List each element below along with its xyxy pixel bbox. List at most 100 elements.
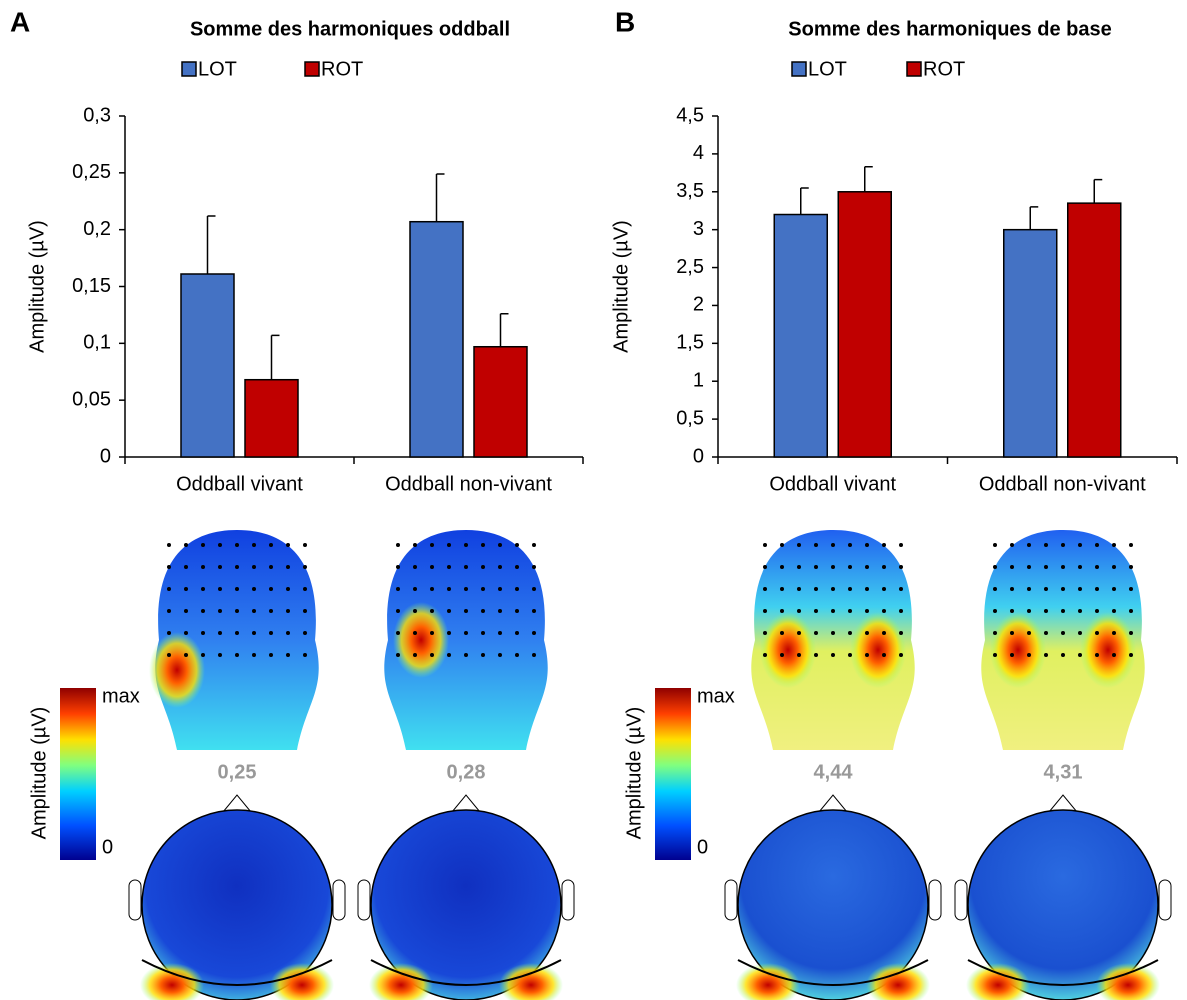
electrode (498, 587, 502, 591)
error-bar (1093, 178, 1103, 204)
electrode (848, 587, 852, 591)
colorbar-min: 0 (102, 836, 113, 858)
electrode (286, 543, 290, 547)
electrode (899, 543, 903, 547)
electrode (831, 653, 835, 657)
error-bar (206, 215, 216, 274)
electrode (1027, 609, 1031, 613)
electrode (1061, 609, 1065, 613)
electrode (201, 609, 205, 613)
electrode (269, 653, 273, 657)
electrode (1078, 543, 1082, 547)
electrode (899, 653, 903, 657)
y-tick-label: 2 (693, 294, 704, 316)
electrode (303, 609, 307, 613)
map-value: 0,28 (447, 761, 486, 783)
electrode (1044, 565, 1048, 569)
electrode (396, 543, 400, 547)
map-value: 4,44 (814, 761, 854, 783)
electrode (269, 587, 273, 591)
electrode (814, 653, 818, 657)
electrode (430, 565, 434, 569)
electrode (1044, 543, 1048, 547)
electrode (515, 609, 519, 613)
y-tick-label: 0 (100, 445, 111, 467)
legend-swatch (906, 61, 922, 77)
electrode (865, 543, 869, 547)
electrode (1061, 653, 1065, 657)
electrode (167, 565, 171, 569)
electrode (235, 653, 239, 657)
electrode (780, 653, 784, 657)
nose (1048, 794, 1078, 813)
electrode (1112, 543, 1116, 547)
y-tick-label: 0,15 (72, 275, 111, 297)
electrode (1095, 587, 1099, 591)
electrode (167, 653, 171, 657)
chart-title: Somme des harmoniques de base (788, 18, 1111, 40)
electrode (252, 587, 256, 591)
electrode (831, 565, 835, 569)
electrode (1044, 653, 1048, 657)
electrode (1044, 609, 1048, 613)
electrode (993, 609, 997, 613)
electrode (481, 653, 485, 657)
electrode (286, 631, 290, 635)
electrode (780, 609, 784, 613)
map-value: 0,25 (218, 761, 257, 783)
y-tick-label: 0,5 (676, 407, 704, 429)
hot-spot (760, 612, 816, 688)
hot-spot (149, 632, 205, 708)
electrode (413, 543, 417, 547)
electrode (1061, 565, 1065, 569)
colorbar (655, 688, 691, 860)
bar (1003, 228, 1058, 458)
ear (357, 879, 371, 921)
electrode (498, 653, 502, 657)
electrode (882, 565, 886, 569)
bar (473, 345, 528, 458)
electrode (481, 565, 485, 569)
electrode (1112, 587, 1116, 591)
electrode (218, 609, 222, 613)
y-tick-label: 3,5 (676, 180, 704, 202)
electrode (218, 543, 222, 547)
electrode (396, 565, 400, 569)
hot-spot (499, 963, 563, 1000)
scalp-outline (370, 959, 562, 986)
electrode (1027, 631, 1031, 635)
head-back (751, 530, 915, 750)
electrode (167, 609, 171, 613)
electrode (1129, 565, 1133, 569)
error-bar (800, 187, 809, 215)
scalp-map (370, 809, 562, 1000)
electrode (286, 565, 290, 569)
electrode (1129, 543, 1133, 547)
electrode (1129, 631, 1133, 635)
y-tick-label: 0,05 (72, 388, 111, 410)
electrode (1112, 653, 1116, 657)
hot-spot (736, 963, 800, 1000)
electrode (413, 565, 417, 569)
error-bar (270, 334, 280, 380)
electrode (515, 631, 519, 635)
electrode (447, 565, 451, 569)
colorbar-label: Amplitude (µV) (623, 707, 645, 840)
electrode (430, 609, 434, 613)
legend-swatch (181, 61, 197, 77)
electrode (814, 631, 818, 635)
electrode (865, 653, 869, 657)
electrode (899, 565, 903, 569)
electrode (201, 631, 205, 635)
electrode (303, 631, 307, 635)
electrode (797, 565, 801, 569)
ear (724, 879, 738, 921)
electrode (430, 631, 434, 635)
electrode (532, 543, 536, 547)
electrode (1044, 631, 1048, 635)
electrode (1010, 565, 1014, 569)
y-tick-label: 0,3 (83, 104, 111, 126)
x-tick-label: Oddball vivant (769, 473, 896, 495)
electrode (865, 565, 869, 569)
electrode (1078, 609, 1082, 613)
